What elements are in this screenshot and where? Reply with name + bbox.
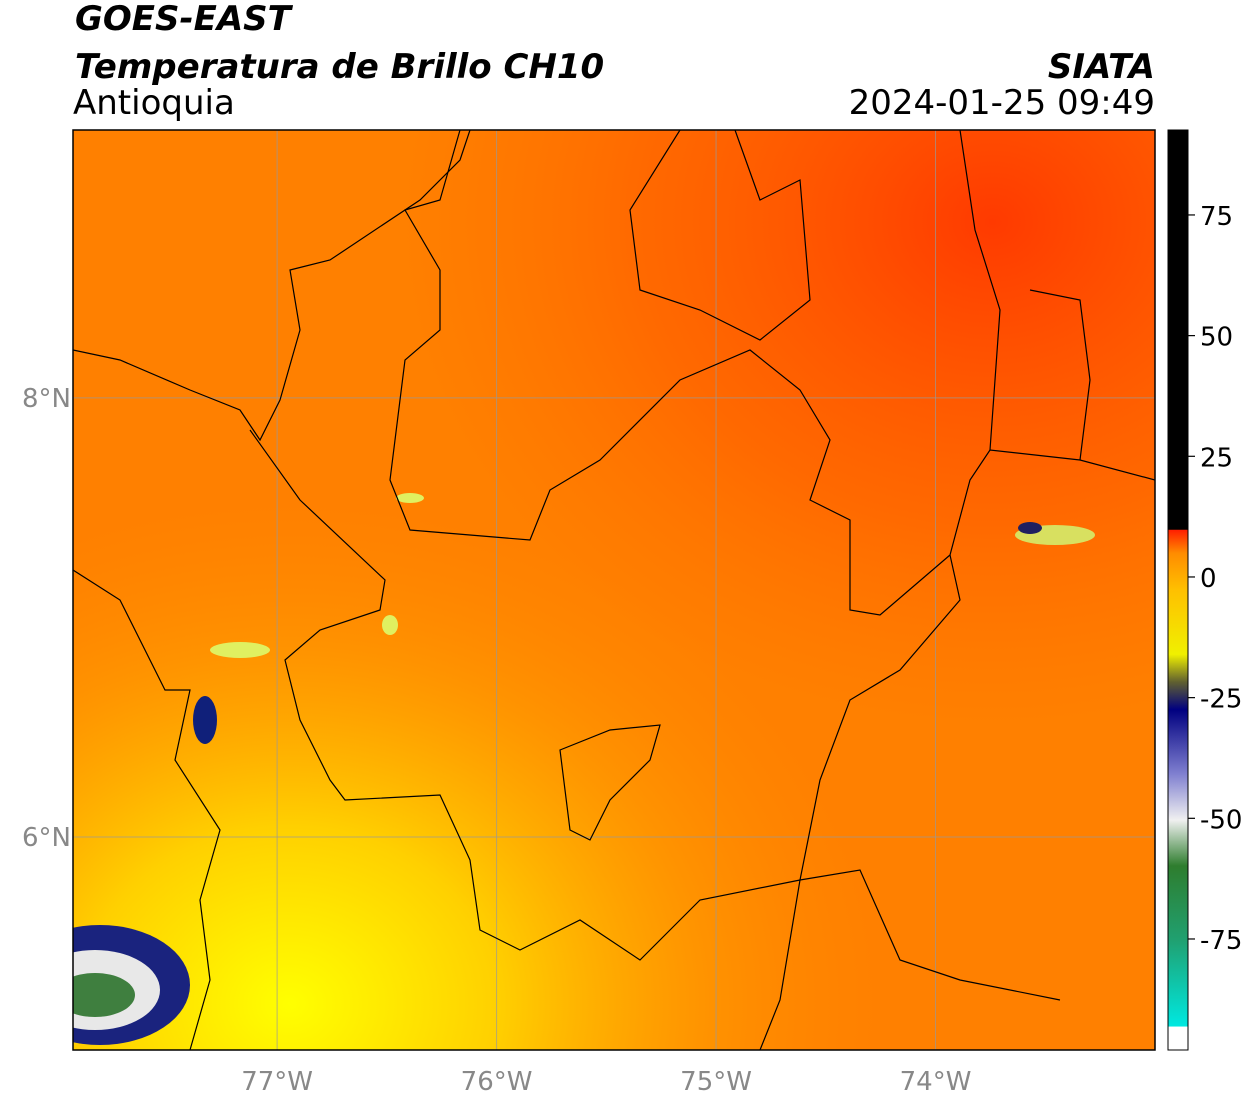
axis-labels: 77°W 76°W 75°W 74°W 8°N 6°N (22, 384, 971, 1097)
region: Antioquia (73, 83, 235, 123)
lat-label: 6°N (22, 823, 71, 853)
coastline (73, 130, 471, 442)
cloud-patch (73, 973, 135, 1017)
border (389, 130, 1155, 616)
map-frame (72, 129, 1156, 1051)
colorbar-tick-label: 0 (1200, 564, 1217, 594)
product-title: Temperatura de Brillo CH10 (75, 47, 604, 87)
lon-label: 77°W (241, 1067, 313, 1097)
border (629, 130, 811, 341)
colorbar-ticks: 75 50 25 0 -25 -50 -75 (1188, 202, 1242, 956)
colorbar-tick-label: 25 (1200, 443, 1233, 473)
warm-region (73, 130, 1155, 1050)
timestamp: 2024-01-25 09:49 (849, 83, 1155, 123)
cloud-patch (382, 615, 398, 635)
cloud-patch (210, 642, 270, 658)
colorbar-tick-label: 75 (1200, 202, 1233, 232)
cloud-patch (1018, 522, 1042, 534)
border (559, 724, 661, 841)
colorbar-tick-label: 50 (1200, 323, 1233, 353)
colorbar (1167, 129, 1189, 1051)
lon-label: 76°W (461, 1067, 533, 1097)
satellite-title: GOES-EAST (75, 0, 294, 39)
border (73, 569, 221, 1050)
lon-label: 75°W (680, 1067, 752, 1097)
agency: SIATA (1048, 47, 1155, 87)
lat-label: 8°N (22, 384, 71, 414)
cloud-patch (396, 493, 424, 503)
border (959, 130, 1091, 461)
border (759, 554, 961, 1050)
colorbar-tick-label: -75 (1200, 926, 1242, 956)
cloud-patch (193, 696, 217, 744)
colorbar-tick-label: -50 (1200, 805, 1242, 835)
border (249, 429, 1061, 1001)
lon-label: 74°W (900, 1067, 972, 1097)
map-image (73, 130, 1155, 1050)
colorbar-tick-label: -25 (1200, 685, 1242, 715)
